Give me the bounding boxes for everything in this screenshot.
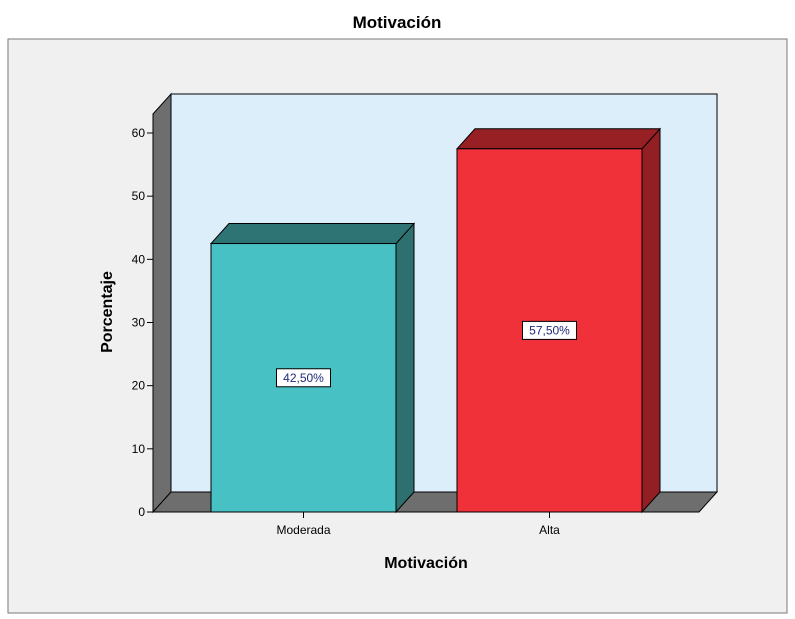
y-tick-label: 40 — [132, 252, 146, 266]
y-tick-label: 60 — [132, 126, 146, 140]
bar-data-label: 42,50% — [283, 371, 324, 385]
chart-title: Motivación — [353, 13, 442, 32]
bar-side — [641, 127, 661, 514]
x-axis-title: Motivación — [384, 555, 468, 572]
bars-group: 42,50% 57,50% — [209, 127, 662, 514]
bar-top — [209, 223, 416, 245]
x-tick-label: Moderada — [276, 523, 330, 537]
bar-side — [395, 222, 415, 514]
y-axis-title: Porcentaje — [99, 271, 116, 353]
y-tick-label: 50 — [132, 189, 146, 203]
y-tick-label: 30 — [132, 316, 146, 330]
y-axis: 0 10 20 30 40 50 60 — [132, 126, 153, 519]
bar-top — [455, 128, 662, 150]
y-tick-label: 20 — [132, 379, 146, 393]
y-tick-label: 0 — [138, 505, 145, 519]
bar-data-label: 57,50% — [529, 323, 570, 337]
y-tick-label: 10 — [132, 442, 146, 456]
bar-data-label-box — [522, 320, 577, 340]
bar-alta: 57,50% — [455, 127, 662, 514]
bar-data-label-box — [276, 368, 331, 388]
x-axis: Moderada Alta — [153, 511, 699, 537]
bar-moderada: 42,50% — [209, 222, 416, 514]
plot-left-wall — [152, 92, 172, 514]
x-tick-label: Alta — [539, 523, 560, 537]
